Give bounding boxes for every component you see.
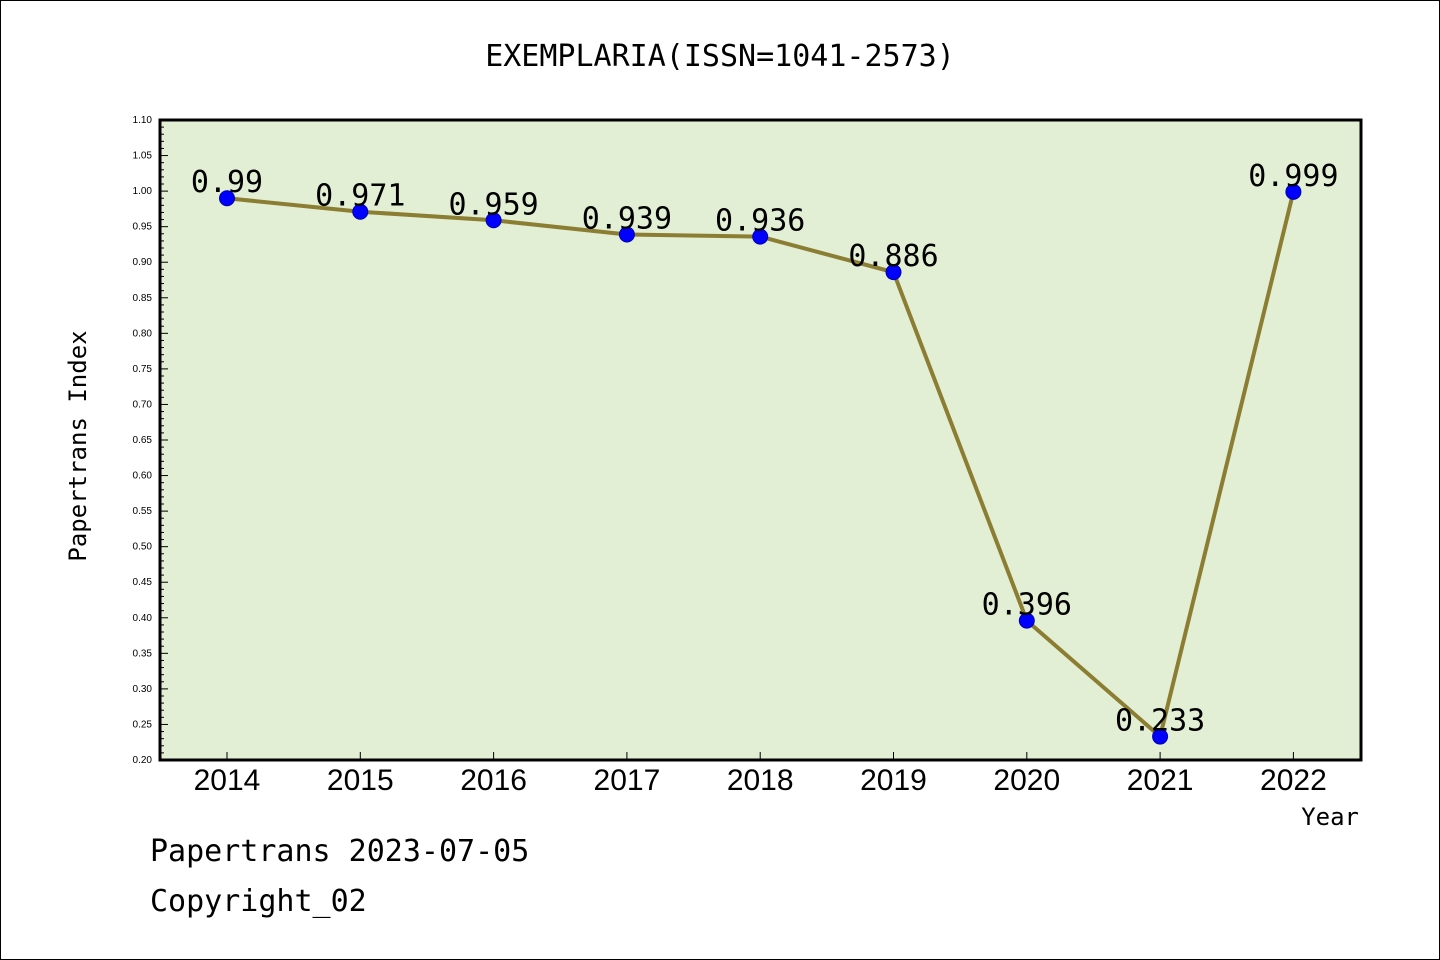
y-axis-title: Papertrans Index xyxy=(64,330,92,561)
y-tick-label: 0.75 xyxy=(133,364,153,375)
data-label: 0.971 xyxy=(315,179,405,214)
y-tick-label: 0.95 xyxy=(133,222,153,233)
data-label: 0.396 xyxy=(982,588,1072,623)
data-point xyxy=(1285,183,1302,200)
y-tick-label: 1.00 xyxy=(133,186,153,197)
x-tick-label: 2015 xyxy=(327,764,394,797)
data-point xyxy=(485,212,502,229)
series-group xyxy=(219,183,1302,745)
data-label: 0.99 xyxy=(191,165,263,200)
x-tick-label: 2016 xyxy=(460,764,527,797)
x-tick-label: 2014 xyxy=(194,764,261,797)
y-tick-label: 0.55 xyxy=(133,506,153,517)
x-tick-label: 2019 xyxy=(860,764,927,797)
y-tick-label: 0.40 xyxy=(133,613,153,624)
data-point xyxy=(352,203,369,220)
plot-area xyxy=(158,118,1363,762)
x-tick-label: 2018 xyxy=(727,764,794,797)
data-point xyxy=(618,226,635,243)
data-label: 0.936 xyxy=(715,204,805,239)
y-tick-label: 0.30 xyxy=(133,684,153,695)
footer-copyright: Copyright_02 xyxy=(150,884,367,919)
x-axis: 2014 2015 2016 2017 2018 2019 2020 2021 2022 xyxy=(194,752,1327,797)
data-label: 0.233 xyxy=(1115,704,1205,739)
y-tick-label: 0.65 xyxy=(133,435,153,446)
x-tick-label: 2017 xyxy=(594,764,661,797)
y-axis: 0.20 0.25 0.30 0.35 0.40 0.45 0.50 0.55 0.60 0.65… xyxy=(133,115,168,766)
x-tick-label: 2022 xyxy=(1260,764,1327,797)
y-tick-label: 0.60 xyxy=(133,471,153,482)
y-tick-label: 0.85 xyxy=(133,293,153,304)
data-label: 0.999 xyxy=(1248,159,1338,194)
data-label: 0.959 xyxy=(448,187,538,222)
y-tick-label: 0.70 xyxy=(133,399,153,410)
y-tick-label: 1.05 xyxy=(133,151,153,162)
y-tick-label: 0.25 xyxy=(133,719,153,730)
data-label: 0.939 xyxy=(582,201,672,236)
x-tick-label: 2021 xyxy=(1127,764,1194,797)
footer-date: Papertrans 2023-07-05 xyxy=(150,834,530,869)
data-label: 0.886 xyxy=(848,239,938,274)
y-tick-label: 0.80 xyxy=(133,328,153,339)
y-tick-label: 0.45 xyxy=(133,577,153,588)
data-point xyxy=(1018,612,1035,629)
y-tick-label: 0.20 xyxy=(133,755,153,766)
x-tick-label: 2020 xyxy=(993,764,1060,797)
data-point xyxy=(885,264,902,281)
data-labels: 0.99 0.971 0.959 0.939 0.936 0.886 0.396 0.233 0… xyxy=(191,159,1339,739)
x-axis-title: Year xyxy=(1301,803,1359,831)
data-point xyxy=(752,228,769,245)
y-tick-label: 0.90 xyxy=(133,257,153,268)
chart-title: EXEMPLARIA(ISSN=1041-2573) xyxy=(485,39,955,74)
y-tick-label: 0.50 xyxy=(133,542,153,553)
data-point xyxy=(1152,728,1169,745)
y-tick-label: 0.35 xyxy=(133,648,153,659)
data-point xyxy=(219,190,235,207)
y-tick-label: 1.10 xyxy=(133,115,153,126)
